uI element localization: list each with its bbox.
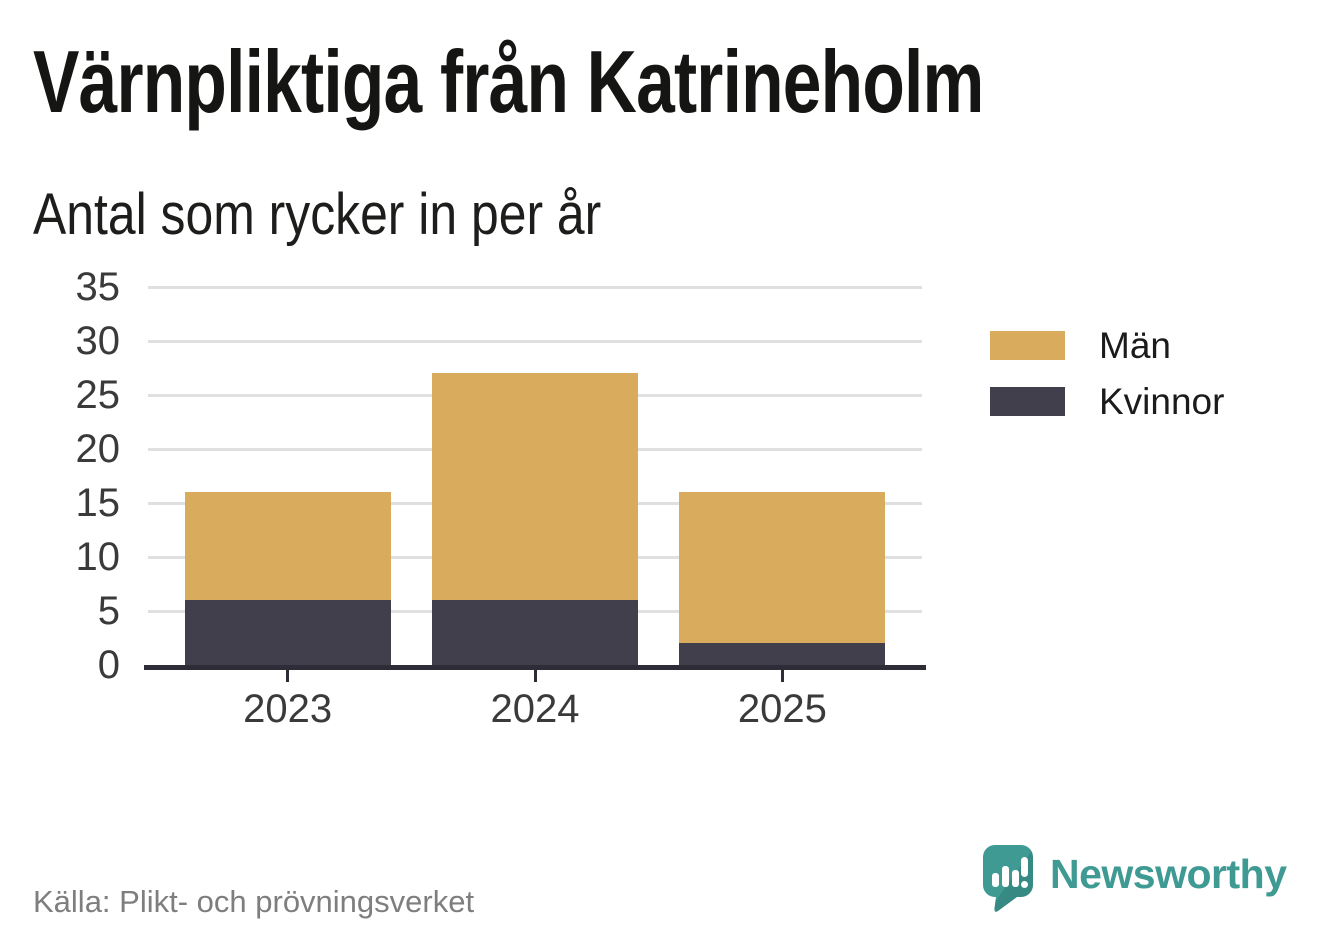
x-axis-tick <box>286 670 290 682</box>
bar-segment-män-2025 <box>679 492 886 644</box>
bar-segment-män-2024 <box>432 373 638 601</box>
newsworthy-wordmark: Newsworthy <box>1050 851 1287 897</box>
y-axis-tick-label: 0 <box>97 643 120 687</box>
chart-subtitle: Antal som rycker in per år <box>33 182 602 247</box>
newsworthy-branding: Newsworthy <box>983 845 1287 913</box>
legend-item-kvinnor: Kvinnor <box>990 383 1224 420</box>
y-axis-tick-label: 15 <box>75 481 121 525</box>
y-axis-tick-label: 25 <box>75 373 121 417</box>
y-axis-tick-label: 35 <box>75 265 121 309</box>
chart-legend: Män Kvinnor <box>990 327 1224 443</box>
x-axis-tick <box>533 670 537 682</box>
legend-swatch-kvinnor <box>990 387 1065 416</box>
legend-label-kvinnor: Kvinnor <box>1099 381 1225 422</box>
bar-segment-män-2023 <box>184 492 391 601</box>
y-axis-tick-label: 5 <box>97 589 120 633</box>
y-axis-tick-label: 20 <box>75 427 121 471</box>
bar-segment-kvinnor-2025 <box>679 643 886 665</box>
legend-label-man: Män <box>1099 325 1171 366</box>
gridline <box>148 339 922 343</box>
y-axis-tick-label: 10 <box>75 535 121 579</box>
chart-title: Värnpliktiga från Katrineholm <box>33 32 984 131</box>
x-axis-line <box>144 665 926 670</box>
gridline <box>148 285 922 289</box>
y-axis-tick-label: 30 <box>75 319 121 363</box>
bar-segment-kvinnor-2023 <box>184 600 391 665</box>
x-axis-tick-label: 2025 <box>737 687 827 731</box>
source-caption: Källa: Plikt- och prövningsverket <box>33 884 475 919</box>
legend-item-man: Män <box>990 327 1224 364</box>
x-axis-tick <box>780 670 784 682</box>
legend-swatch-man <box>990 331 1065 360</box>
stacked-bar-chart-plot: 0 5 10 15 20 25 30 35 2023 2024 2025 <box>0 265 950 757</box>
newsworthy-logo-icon <box>983 845 1033 912</box>
x-axis-tick-label: 2023 <box>243 687 333 731</box>
x-axis-tick-label: 2024 <box>490 687 580 731</box>
bar-segment-kvinnor-2024 <box>432 600 638 665</box>
